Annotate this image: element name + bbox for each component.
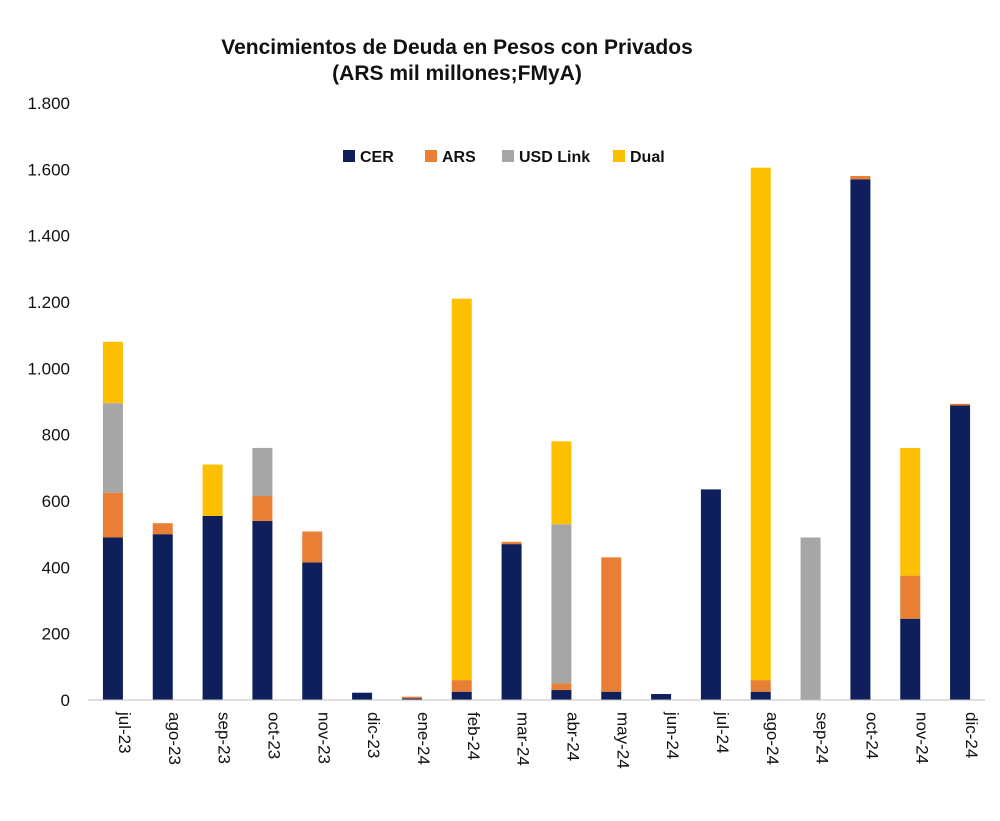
bar-cer-dic-24: [950, 405, 971, 700]
y-axis: 0 200 400 600 800 1.000 1.200 1.400 1.600 1.800: [27, 94, 70, 710]
y-tick-label: 600: [42, 492, 70, 511]
x-tick-label: jun-24: [663, 711, 682, 759]
x-tick-label: sep-24: [813, 712, 832, 764]
bar-cer-oct-23: [252, 520, 273, 700]
bar-ars-may-24: [601, 557, 622, 692]
bar-ars-jul-23: [102, 492, 123, 538]
bar-usd-link-oct-23: [252, 447, 273, 497]
legend-swatch-usd-link: [502, 150, 514, 162]
y-tick-label: 0: [61, 691, 70, 710]
bar-dual-feb-24: [451, 298, 472, 681]
y-tick-label: 200: [42, 625, 70, 644]
x-tick-label: feb-24: [464, 712, 483, 760]
y-tick-label: 1.000: [27, 359, 70, 378]
y-tick-label: 1.600: [27, 160, 70, 179]
bar-ars-nov-23: [302, 531, 323, 563]
y-tick-label: 1.200: [27, 293, 70, 312]
chart-title: Vencimientos de Deuda en Pesos con Priva…: [221, 36, 693, 59]
y-tick-label: 800: [42, 426, 70, 445]
bar-cer-ene-24: [401, 698, 422, 700]
bar-cer-sep-23: [202, 515, 223, 700]
x-tick-label: oct-24: [862, 712, 881, 759]
bar-cer-nov-24: [900, 618, 921, 700]
legend-label-cer: CER: [360, 149, 394, 166]
y-tick-label: 400: [42, 558, 70, 577]
legend: CER ARS USD Link Dual: [343, 149, 665, 166]
bar-cer-feb-24: [451, 691, 472, 700]
bar-cer-mar-24: [501, 544, 522, 700]
bar-cer-may-24: [601, 691, 622, 700]
bar-dual-ago-24: [750, 167, 771, 681]
bar-ars-oct-23: [252, 496, 273, 521]
x-tick-label: ago-24: [763, 712, 782, 765]
x-tick-label: jul-24: [713, 711, 732, 754]
x-axis: jul-23 ago-23 sep-23 oct-23 nov-23 dic-23 ene-…: [115, 711, 981, 769]
bars: [102, 167, 971, 701]
bar-ars-ene-24: [401, 696, 422, 699]
bar-cer-jul-23: [102, 537, 123, 700]
legend-label-usd-link: USD Link: [519, 149, 590, 166]
bar-ars-nov-24: [900, 575, 921, 619]
legend-swatch-cer: [343, 150, 355, 162]
bar-ars-ago-24: [750, 680, 771, 692]
bar-usd-link-abr-24: [551, 524, 572, 684]
bar-ars-oct-24: [850, 175, 871, 180]
bar-cer-nov-23: [302, 562, 323, 700]
bar-dual-sep-23: [202, 464, 223, 516]
bar-cer-jun-24: [651, 694, 672, 700]
legend-swatch-dual: [613, 150, 625, 162]
x-tick-label: ene-24: [414, 712, 433, 765]
x-tick-label: dic-24: [962, 712, 981, 758]
x-tick-label: nov-24: [912, 712, 931, 764]
bar-dual-jul-23: [102, 341, 123, 404]
x-tick-label: ago-23: [165, 712, 184, 765]
bar-ars-dic-24: [950, 403, 971, 406]
bar-cer-abr-24: [551, 690, 572, 700]
bar-dual-nov-24: [900, 447, 921, 576]
bar-cer-ago-24: [750, 691, 771, 700]
legend-label-dual: Dual: [630, 149, 665, 166]
bar-ars-feb-24: [451, 680, 472, 692]
y-tick-label: 1.800: [27, 94, 70, 113]
x-tick-label: nov-23: [314, 712, 333, 764]
bar-ars-ago-23: [152, 523, 173, 535]
legend-label-ars: ARS: [442, 149, 476, 166]
x-tick-label: sep-23: [215, 712, 234, 764]
bar-usd-link-sep-24: [800, 537, 821, 700]
x-tick-label: jul-23: [115, 711, 134, 754]
bar-dual-abr-24: [551, 441, 572, 525]
bar-usd-link-jul-23: [102, 403, 123, 493]
legend-swatch-ars: [425, 150, 437, 162]
x-tick-label: mar-24: [514, 712, 533, 766]
bar-ars-abr-24: [551, 683, 572, 691]
y-tick-label: 1.400: [27, 227, 70, 246]
x-tick-label: abr-24: [563, 712, 582, 761]
x-tick-label: may-24: [613, 712, 632, 769]
bar-cer-dic-23: [352, 692, 373, 700]
chart-subtitle: (ARS mil millones;FMyA): [332, 62, 582, 85]
bar-cer-jul-24: [700, 489, 721, 700]
x-tick-label: dic-23: [364, 712, 383, 758]
x-tick-label: oct-23: [264, 712, 283, 759]
bar-ars-mar-24: [501, 541, 522, 545]
bar-cer-oct-24: [850, 179, 871, 701]
bar-cer-ago-23: [152, 534, 173, 700]
